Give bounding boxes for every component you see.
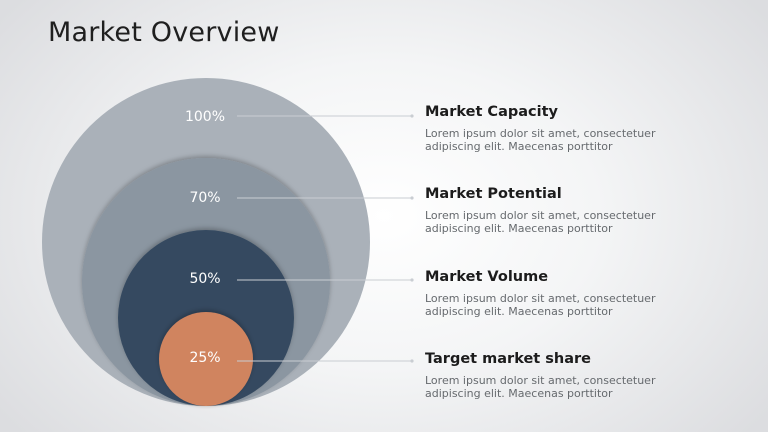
target-market-share-title: Target market share	[425, 351, 591, 367]
percent-label-volume: 50%	[189, 271, 220, 287]
percent-label-potential: 70%	[189, 190, 220, 206]
percent-label-capacity: 100%	[185, 109, 225, 125]
percent-label-share: 25%	[189, 350, 220, 366]
market-potential-item: Market Potential Lorem ipsum dolor sit a…	[425, 186, 755, 235]
market-capacity-item: Market Capacity Lorem ipsum dolor sit am…	[425, 104, 755, 153]
market-volume-description: Lorem ipsum dolor sit amet, consectetuer…	[425, 292, 656, 318]
connector-dot-capacity	[410, 114, 414, 118]
market-volume-title: Market Volume	[425, 269, 549, 285]
page-title: Market Overview	[48, 17, 280, 48]
connector-dot-share	[410, 359, 414, 363]
market-volume-item: Market Volume Lorem ipsum dolor sit amet…	[425, 269, 755, 318]
connector-lines	[237, 114, 414, 363]
target-market-share-circle	[159, 312, 253, 406]
market-potential-title: Market Potential	[425, 186, 562, 202]
connector-dot-potential	[410, 196, 414, 200]
connector-dot-volume	[410, 278, 414, 282]
target-market-share-item: Target market share Lorem ipsum dolor si…	[425, 351, 755, 400]
target-market-share-description: Lorem ipsum dolor sit amet, consectetuer…	[425, 374, 656, 400]
market-capacity-description: Lorem ipsum dolor sit amet, consectetuer…	[425, 127, 656, 153]
market-capacity-title: Market Capacity	[425, 104, 558, 120]
market-potential-description: Lorem ipsum dolor sit amet, consectetuer…	[425, 209, 656, 235]
